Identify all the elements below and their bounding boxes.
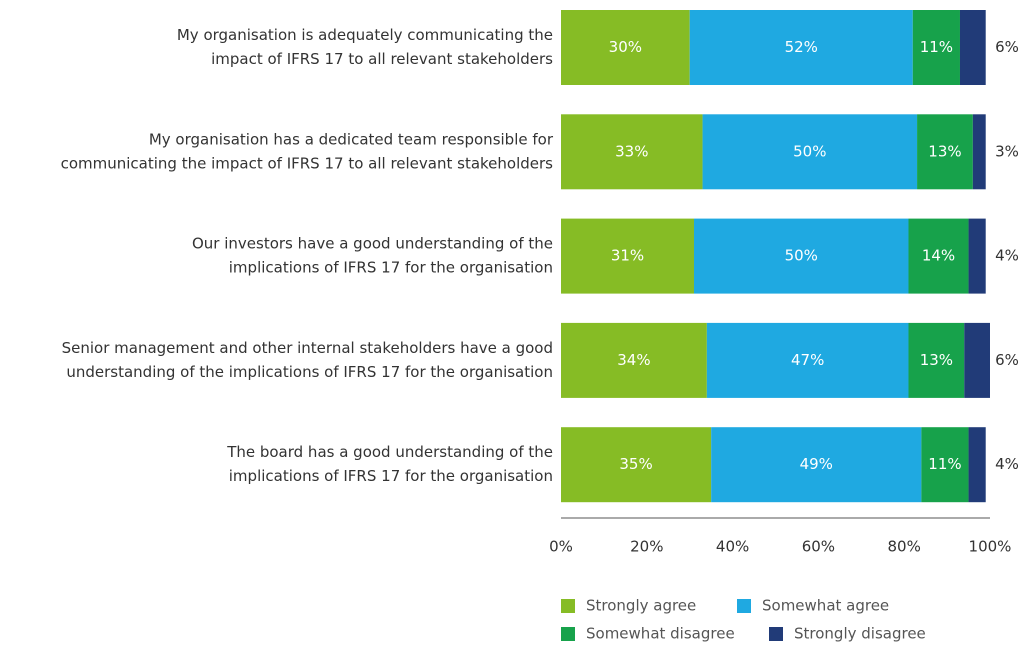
bar-segment <box>921 427 969 503</box>
value-label: 30% <box>609 38 642 56</box>
bar-segment <box>706 322 909 398</box>
category-label: implications of IFRS 17 for the organisa… <box>229 467 553 485</box>
category-label: My organisation has a dedicated team res… <box>149 130 554 148</box>
bar-segment <box>968 218 986 294</box>
category-label: impact of IFRS 17 to all relevant stakeh… <box>211 50 553 68</box>
value-label: 31% <box>611 247 644 265</box>
value-label: 13% <box>920 351 953 369</box>
bar-segment <box>561 322 707 398</box>
bar-segment <box>968 427 986 503</box>
value-label: 50% <box>793 142 826 160</box>
value-label: 14% <box>922 247 955 265</box>
value-label: 6% <box>995 351 1019 369</box>
legend-label: Somewhat disagree <box>586 625 735 643</box>
value-label: 6% <box>995 38 1019 56</box>
bar-segment <box>561 114 703 190</box>
value-label: 52% <box>785 38 818 56</box>
category-label: My organisation is adequately communicat… <box>177 26 553 44</box>
legend-swatch <box>737 599 751 613</box>
value-label: 11% <box>920 38 953 56</box>
value-label: 34% <box>617 351 650 369</box>
legend-label: Strongly agree <box>586 597 696 615</box>
legend-swatch <box>769 627 783 641</box>
bar-segment <box>959 10 986 85</box>
x-tick-label: 80% <box>888 538 921 556</box>
x-tick-label: 20% <box>630 538 663 556</box>
category-label: Our investors have a good understanding … <box>192 235 553 253</box>
x-tick-label: 100% <box>969 538 1012 556</box>
value-label: 33% <box>615 142 648 160</box>
x-tick-label: 40% <box>716 538 749 556</box>
x-tick-label: 60% <box>802 538 835 556</box>
bar-segment <box>917 114 973 190</box>
bar-segment <box>561 10 690 85</box>
value-label: 49% <box>800 455 833 473</box>
value-label: 11% <box>928 455 961 473</box>
legend-swatch <box>561 627 575 641</box>
category-label: Senior management and other internal sta… <box>62 339 553 357</box>
x-tick-label: 0% <box>549 538 573 556</box>
legend-label: Somewhat agree <box>762 597 889 615</box>
category-label: understanding of the implications of IFR… <box>66 363 553 381</box>
bar-segment <box>561 218 694 294</box>
bar-segment <box>908 218 969 294</box>
value-label: 35% <box>619 455 652 473</box>
bar-segment <box>561 427 712 503</box>
category-label: communicating the impact of IFRS 17 to a… <box>61 154 554 172</box>
legend-label: Strongly disagree <box>794 625 926 643</box>
bar-segment <box>908 322 965 398</box>
category-label: The board has a good understanding of th… <box>226 443 553 461</box>
bar-segment <box>912 10 960 85</box>
bar-segment <box>711 427 922 503</box>
value-label: 47% <box>791 351 824 369</box>
value-label: 4% <box>995 455 1019 473</box>
value-label: 3% <box>995 142 1019 160</box>
value-label: 50% <box>785 247 818 265</box>
category-label: implications of IFRS 17 for the organisa… <box>229 259 553 277</box>
bar-segment <box>964 322 990 398</box>
value-label: 4% <box>995 247 1019 265</box>
bar-segment <box>689 10 913 85</box>
bar-segment <box>972 114 986 190</box>
bar-segment <box>693 218 909 294</box>
bar-segment <box>702 114 918 190</box>
value-label: 13% <box>928 142 961 160</box>
legend-swatch <box>561 599 575 613</box>
